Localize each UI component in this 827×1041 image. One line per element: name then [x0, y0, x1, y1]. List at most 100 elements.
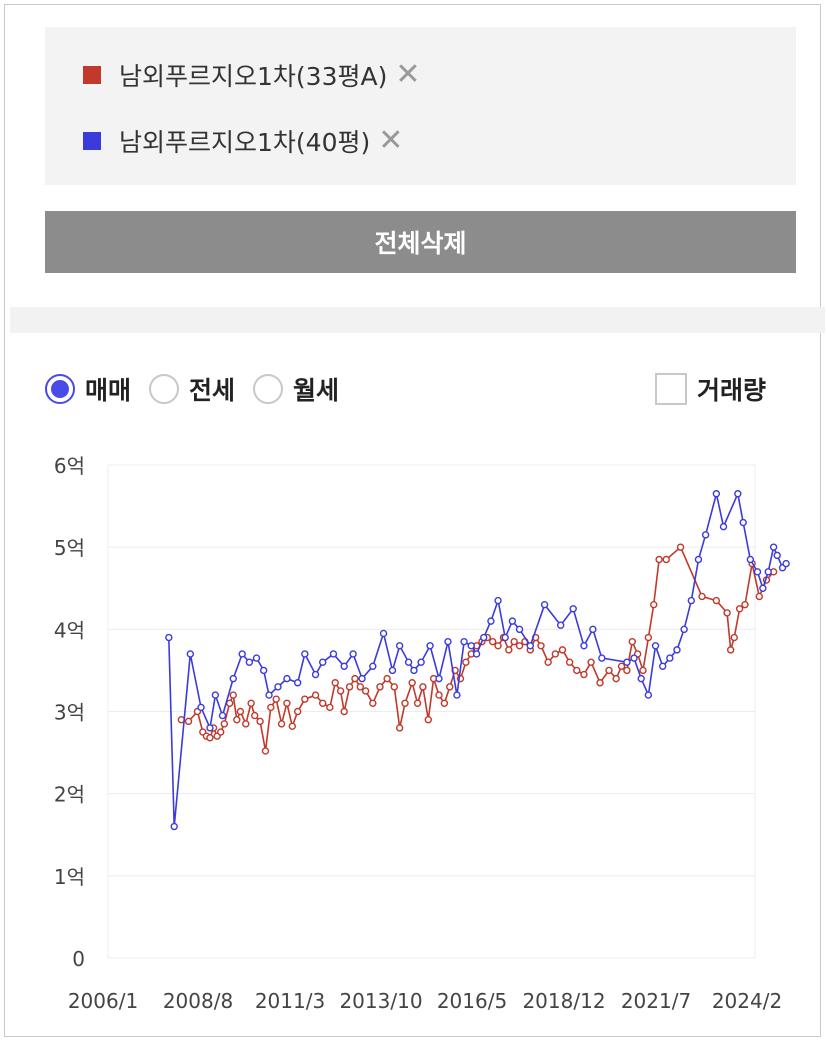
data-point	[637, 674, 645, 683]
data-point	[390, 683, 398, 691]
data-point	[589, 625, 597, 634]
data-point	[673, 646, 681, 654]
data-point	[515, 625, 524, 634]
data-point	[383, 674, 391, 683]
data-point	[404, 658, 413, 666]
data-point	[252, 654, 261, 662]
data-point	[413, 699, 422, 707]
radio-circle-icon	[45, 374, 75, 404]
data-point	[220, 720, 229, 728]
data-point	[487, 617, 495, 625]
data-point	[251, 711, 259, 720]
data-point	[526, 642, 534, 650]
data-point	[311, 670, 320, 679]
data-point	[651, 642, 660, 650]
compare-item: 남외푸르지오1차(33평A) ✕	[83, 55, 420, 95]
data-point	[639, 666, 647, 675]
delete-all-button[interactable]: 전체삭제	[45, 211, 796, 273]
data-point	[267, 703, 275, 712]
radio-label: 월세	[293, 376, 340, 405]
data-point	[467, 642, 475, 650]
data-point	[712, 490, 721, 498]
data-point	[245, 658, 254, 666]
data-point	[759, 584, 767, 592]
data-point	[726, 646, 735, 654]
data-point	[293, 707, 302, 716]
data-point	[351, 674, 359, 683]
y-tick-label: 0	[72, 947, 85, 971]
data-point	[460, 637, 468, 646]
data-point	[551, 650, 560, 658]
data-point	[369, 662, 377, 671]
data-point	[197, 703, 205, 712]
checkbox-icon[interactable]	[655, 373, 687, 405]
data-point	[769, 543, 778, 551]
data-point	[556, 621, 565, 629]
data-point	[650, 600, 658, 609]
volume-checkbox[interactable]: 거래량	[655, 371, 766, 407]
x-tick-label: 2021/7	[621, 989, 691, 1013]
y-tick-label: 3억	[54, 701, 85, 725]
data-point	[617, 662, 626, 671]
data-point	[435, 674, 443, 683]
data-point	[623, 658, 631, 666]
data-point	[782, 559, 790, 568]
x-tick-label: 2011/3	[255, 989, 325, 1013]
data-point	[630, 654, 638, 662]
radio-monthly-rent[interactable]: 월세	[253, 371, 339, 407]
data-point	[698, 592, 706, 601]
data-point	[540, 600, 549, 609]
compare-item-label: 남외푸르지오1차(33평A)	[119, 62, 388, 91]
data-point	[676, 543, 685, 551]
data-point	[247, 699, 255, 707]
data-point	[261, 747, 270, 755]
volume-checkbox-label: 거래량	[697, 376, 767, 405]
data-point	[544, 658, 552, 666]
data-point	[301, 650, 309, 658]
data-point	[598, 654, 606, 662]
data-point	[687, 596, 696, 605]
data-point	[734, 490, 742, 498]
close-icon[interactable]: ✕	[395, 57, 421, 92]
data-point	[426, 642, 434, 650]
data-point	[326, 703, 334, 712]
data-point	[488, 637, 497, 646]
data-point	[417, 658, 425, 666]
data-point	[587, 658, 595, 666]
radio-jeonse[interactable]: 전세	[149, 371, 235, 407]
data-point	[712, 596, 721, 605]
data-point	[510, 637, 518, 646]
radio-circle-icon	[149, 374, 180, 404]
radio-sale[interactable]: 매매	[45, 371, 131, 407]
data-point	[283, 674, 291, 683]
data-point	[501, 633, 509, 642]
data-point	[319, 699, 327, 707]
radio-label: 매매	[85, 376, 132, 405]
data-point	[472, 650, 481, 658]
data-point	[259, 666, 268, 675]
data-point	[186, 650, 195, 658]
section-divider	[10, 307, 825, 333]
data-point	[340, 662, 348, 671]
data-point	[596, 679, 604, 687]
y-tick-label: 5억	[54, 536, 85, 560]
data-point	[644, 691, 653, 699]
data-point	[764, 568, 772, 576]
data-point	[741, 600, 749, 609]
y-tick-label: 1억	[54, 865, 85, 889]
data-point	[311, 691, 320, 699]
data-point	[755, 592, 763, 601]
y-tick-label: 2억	[54, 783, 85, 807]
data-point	[580, 642, 588, 650]
data-point	[605, 666, 613, 675]
data-point	[395, 642, 404, 650]
compare-list: 남외푸르지오1차(33평A) ✕ 남외푸르지오1차(40평) ✕	[45, 27, 796, 185]
data-point	[225, 699, 234, 707]
data-point	[369, 699, 377, 707]
data-point	[361, 687, 370, 695]
close-icon[interactable]: ✕	[378, 123, 404, 158]
data-point	[419, 683, 427, 691]
x-tick-label: 2024/2	[712, 989, 782, 1013]
series-color-swatch	[83, 132, 101, 150]
compare-item-label: 남외푸르지오1차(40평)	[119, 128, 371, 157]
